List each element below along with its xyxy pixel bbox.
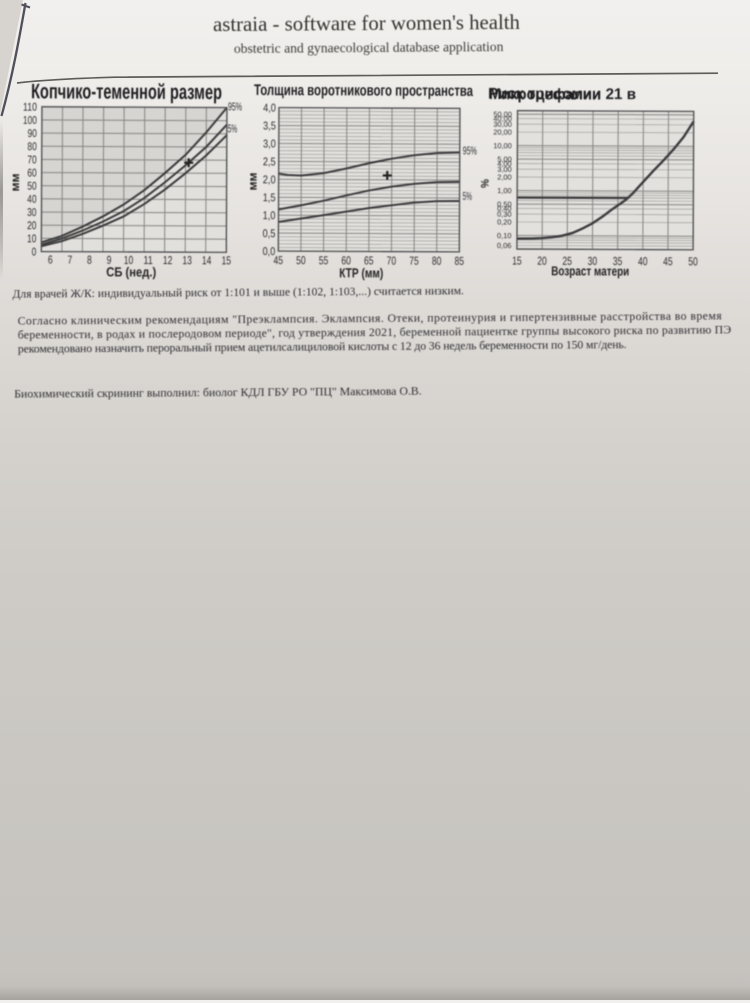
svg-text:7: 7 (67, 254, 72, 267)
svg-text:80: 80 (432, 255, 442, 268)
svg-text:Толщина воротникового простран: Толщина воротникового пространства (254, 82, 473, 100)
svg-text:10: 10 (27, 233, 36, 245)
svg-text:50: 50 (27, 181, 36, 193)
svg-text:5%: 5% (463, 191, 472, 203)
svg-text:13: 13 (182, 254, 192, 267)
svg-text:2,00: 2,00 (497, 173, 511, 182)
svg-text:0,10: 0,10 (497, 231, 511, 240)
svg-text:мм: мм (8, 173, 22, 191)
svg-text:2,5: 2,5 (263, 156, 276, 168)
svg-text:15: 15 (512, 255, 522, 268)
svg-text:10,00: 10,00 (493, 141, 512, 150)
svg-text:95%: 95% (463, 145, 477, 157)
svg-text:20: 20 (27, 220, 36, 232)
svg-text:60: 60 (27, 167, 36, 179)
svg-text:90: 90 (28, 128, 37, 140)
svg-text:0: 0 (32, 247, 37, 259)
svg-text:6: 6 (48, 254, 53, 267)
svg-text:110: 110 (23, 102, 37, 114)
svg-text:мм: мм (246, 172, 260, 190)
svg-text:3,5: 3,5 (263, 120, 276, 132)
svg-text:70: 70 (27, 154, 36, 166)
svg-text:Микроцефалии: Микроцефалии (489, 86, 601, 103)
svg-text:20,00: 20,00 (493, 128, 512, 137)
svg-text:85: 85 (455, 255, 465, 268)
svg-text:КТР (мм): КТР (мм) (339, 265, 383, 280)
svg-text:95%: 95% (228, 101, 242, 113)
svg-text:Копчико-теменной размер: Копчико-теменной размер (31, 80, 222, 104)
svg-text:8: 8 (87, 254, 92, 267)
svg-text:СБ (нед.): СБ (нед.) (106, 264, 156, 279)
svg-text:0,5: 0,5 (263, 228, 276, 240)
svg-text:Возраст матери: Возраст матери (551, 263, 629, 278)
svg-text:5%: 5% (228, 123, 237, 135)
svg-text:45: 45 (663, 255, 673, 268)
svg-text:15: 15 (222, 254, 232, 267)
svg-text:55: 55 (319, 254, 329, 267)
svg-text:40: 40 (27, 194, 36, 206)
svg-text:1,0: 1,0 (263, 210, 276, 222)
svg-text:2,0: 2,0 (263, 174, 276, 186)
svg-text:1,00: 1,00 (497, 186, 511, 195)
svg-text:1,5: 1,5 (263, 192, 276, 204)
svg-text:3,0: 3,0 (263, 138, 276, 150)
svg-text:100: 100 (23, 115, 37, 127)
svg-text:0,20: 0,20 (497, 218, 511, 227)
svg-text:75: 75 (409, 255, 419, 268)
svg-text:0,06: 0,06 (497, 241, 511, 250)
svg-text:30: 30 (27, 207, 36, 219)
svg-text:12: 12 (163, 254, 173, 267)
svg-text:14: 14 (202, 254, 212, 267)
svg-text:45: 45 (274, 254, 284, 267)
svg-text:80: 80 (27, 141, 36, 153)
svg-text:50: 50 (296, 254, 306, 267)
svg-text:70: 70 (387, 255, 397, 268)
svg-text:50: 50 (688, 255, 698, 268)
svg-text:%: % (480, 179, 492, 188)
svg-text:4,0: 4,0 (263, 103, 276, 115)
svg-text:20: 20 (537, 255, 547, 268)
svg-text:40: 40 (638, 255, 648, 268)
